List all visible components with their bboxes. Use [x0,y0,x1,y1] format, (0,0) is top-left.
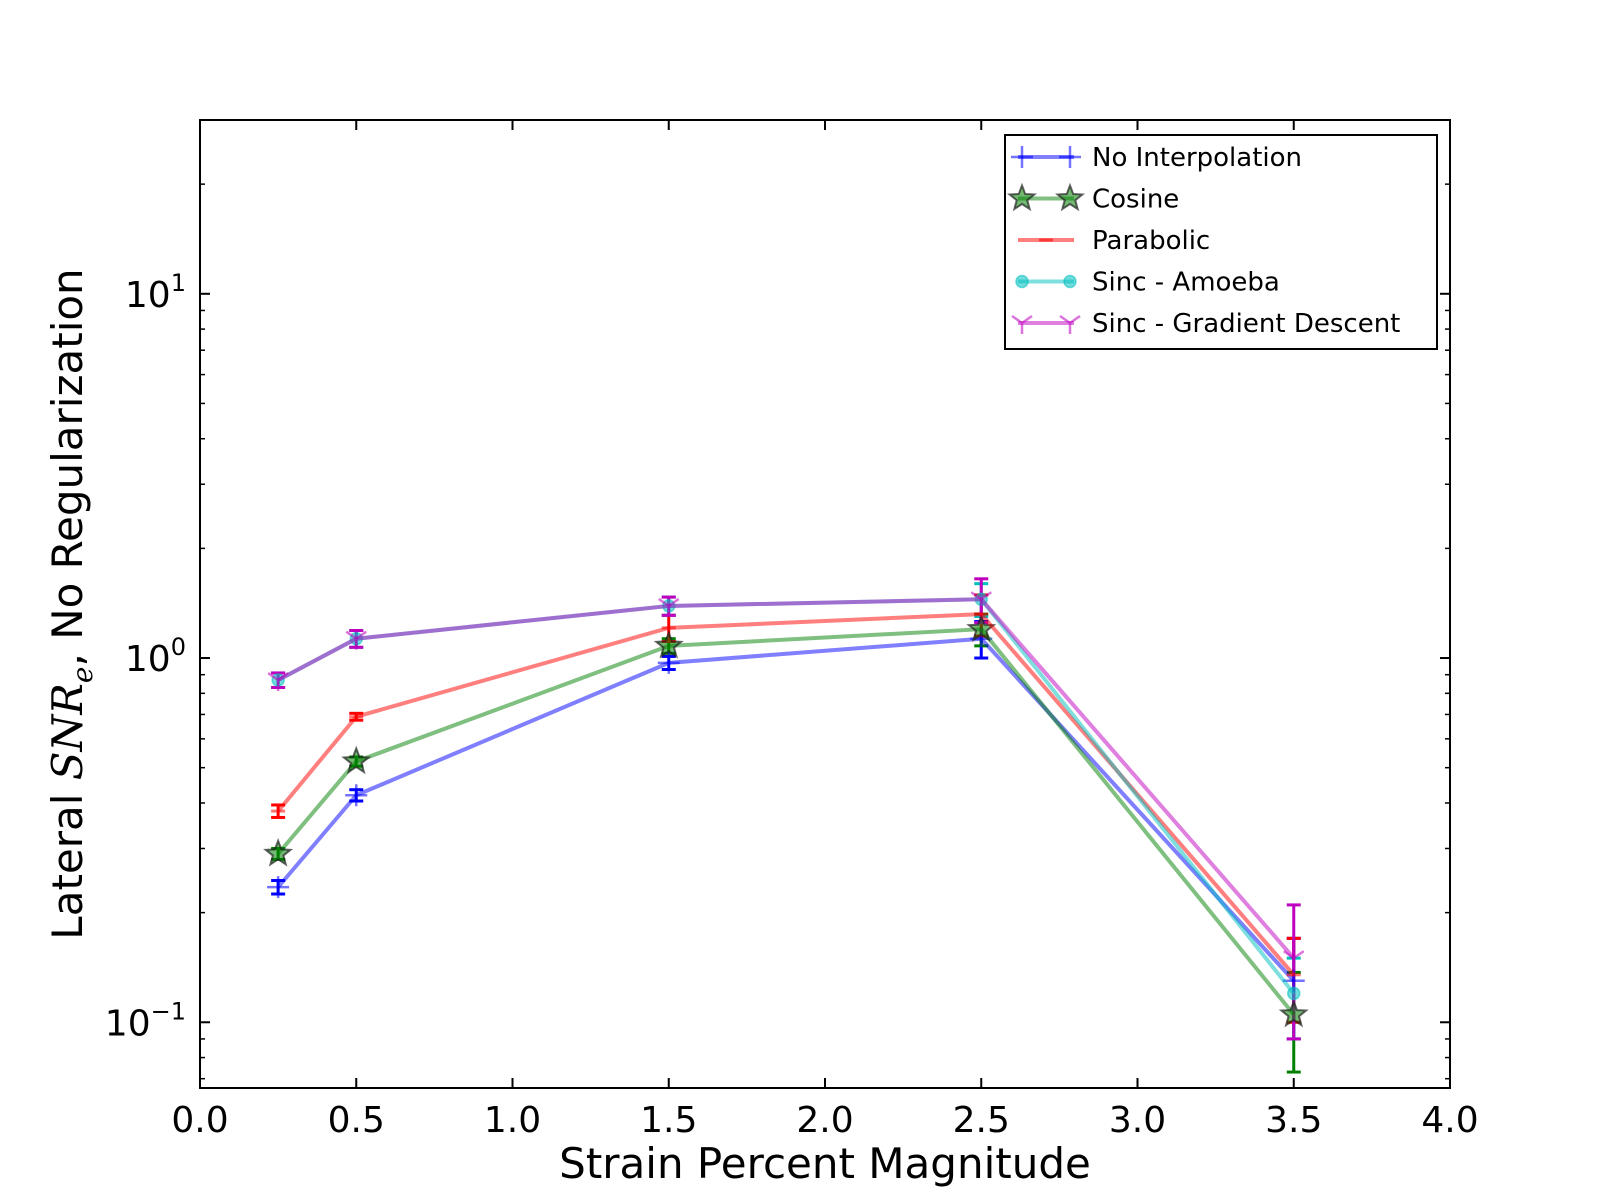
marker-star [1006,182,1038,212]
y-axis-label-prefix: Lateral [43,780,92,939]
series-sinc-gradient-descent [267,591,1305,970]
x-tick-label: 3.0 [1109,1100,1166,1141]
x-axis-label: Strain Percent Magnitude [559,1139,1091,1188]
y-tick-label: 100 [125,633,186,680]
y-axis-label-sub: e [66,666,99,683]
marker-circle [1063,274,1077,289]
x-tick-label: 0.0 [171,1100,228,1141]
legend: No Interpolation Cosine Parabolic Sinc - Am… [1004,134,1438,350]
marker-circle [1287,986,1301,1001]
legend-entry: Sinc - Amoeba [1015,268,1280,298]
marker-tri [1283,950,1305,970]
x-tick-label: 0.5 [328,1100,385,1141]
tick-labels: 0.0 0.5 1.0 1.5 2.0 2.5 3.0 3.5 4.0 10−1 100 101 [105,269,1479,1141]
legend-label: Parabolic [1092,226,1210,256]
legend-entries: No Interpolation Cosine Parabolic Sinc - Am… [1006,143,1400,339]
x-tick-label: 1.5 [640,1100,697,1141]
y-axis-label-suffix: , No Regularization [43,268,92,666]
legend-entry: Sinc - Gradient Descent [1011,309,1400,339]
legend-entry: No Interpolation [1011,143,1302,173]
x-tick-label: 1.0 [484,1100,541,1141]
marker-circle [1015,274,1029,289]
marker-tri [1011,314,1033,334]
series-layer [263,577,1309,1074]
series-parabolic [271,612,1301,977]
legend-label: No Interpolation [1092,143,1302,173]
marker-star [1278,998,1309,1028]
y-axis-label: Lateral SNRe, No Regularization [43,268,99,939]
marker-tri [345,630,367,650]
plot-frame [199,119,1451,1089]
x-tick-label: 2.5 [953,1100,1010,1141]
y-tick-label: 10−1 [105,997,186,1044]
legend-box [1004,134,1438,350]
x-tick-label: 2.0 [796,1100,853,1141]
legend-label: Sinc - Amoeba [1092,268,1280,298]
legend-entry: Cosine [1006,182,1179,215]
x-tick-label: 3.5 [1265,1100,1322,1141]
legend-label: Cosine [1092,185,1179,215]
y-axis-label-math: SNR [43,683,92,780]
legend-entry: Parabolic [1018,226,1210,256]
x-tick-label: 4.0 [1421,1100,1478,1141]
marker-tri [970,591,992,611]
marker-star [1054,182,1086,212]
marker-tri [1059,314,1081,334]
series-no-interpolation [267,627,1305,992]
marker-star [263,838,294,867]
marker-tri [658,597,680,617]
legend-label: Sinc - Gradient Descent [1092,309,1400,339]
y-tick-label: 101 [125,269,186,316]
marker-tri [267,672,289,692]
marker-star [341,745,372,775]
marker-star [653,630,684,659]
